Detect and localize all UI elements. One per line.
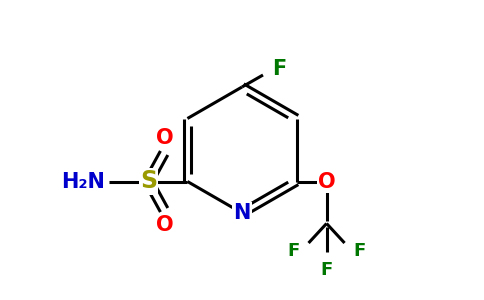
Text: S: S bbox=[140, 169, 157, 194]
Text: H₂N: H₂N bbox=[61, 172, 105, 191]
Text: O: O bbox=[318, 172, 335, 191]
Text: N: N bbox=[233, 203, 251, 223]
Text: F: F bbox=[287, 242, 300, 260]
Text: F: F bbox=[320, 261, 333, 279]
Text: O: O bbox=[156, 128, 174, 148]
Text: F: F bbox=[272, 59, 286, 79]
Text: O: O bbox=[156, 215, 174, 235]
Text: F: F bbox=[353, 242, 366, 260]
